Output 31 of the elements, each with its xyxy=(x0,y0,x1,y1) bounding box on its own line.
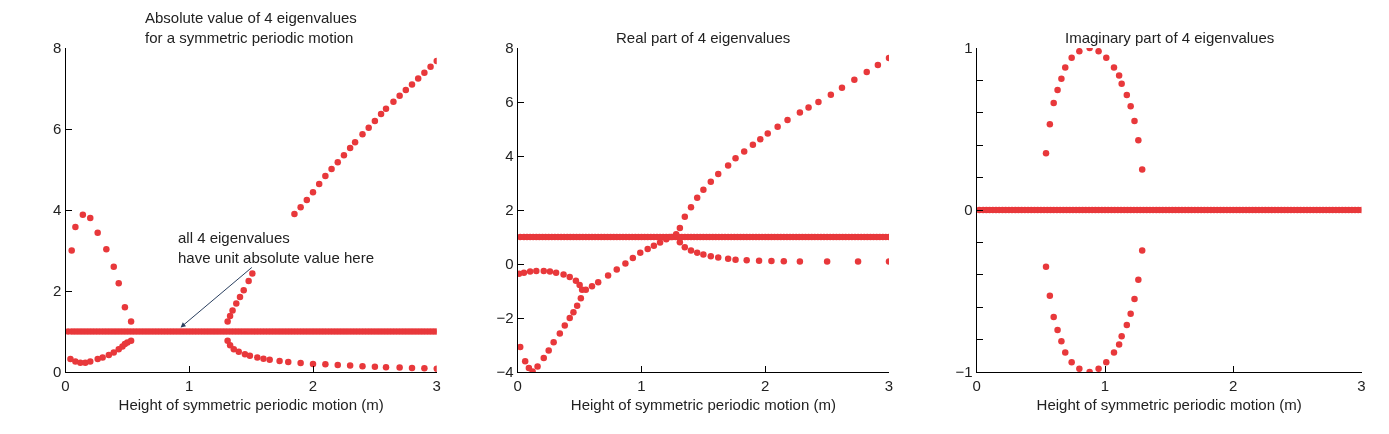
y-tick-label: 1 xyxy=(964,39,973,57)
y-tick-label: 2 xyxy=(53,282,62,300)
x-tick-label: 1 xyxy=(185,377,194,395)
y-tick-label: −4 xyxy=(496,363,514,381)
y-tick-label: 4 xyxy=(505,147,514,165)
y-tick-label: 0 xyxy=(53,363,62,381)
x-tick-label: 3 xyxy=(432,377,441,395)
y-tick-label: 0 xyxy=(964,201,973,219)
chart-title: Imaginary part of 4 eigenvalues xyxy=(1065,29,1275,46)
x-tick-label: 1 xyxy=(637,377,646,395)
y-tick-label: 6 xyxy=(53,120,62,138)
y-tick-label: 8 xyxy=(53,39,62,57)
y-tick-label: 0 xyxy=(505,255,514,273)
x-tick-label: 2 xyxy=(308,377,318,395)
y-tick-label: 2 xyxy=(505,201,514,219)
y-tick-label: −1 xyxy=(955,363,973,381)
x-axis-title: Height of symmetric periodic motion (m) xyxy=(570,396,836,414)
x-tick-label: 2 xyxy=(1229,377,1238,395)
y-tick-label: 4 xyxy=(53,201,62,219)
chart-title: Real part of 4 eigenvalues xyxy=(616,29,791,46)
annotation: all 4 eigenvalues have unit absolute value here xyxy=(178,229,374,266)
y-tick-label: 8 xyxy=(505,39,514,57)
chart-title: Absolute value of 4 eigenvalues for a symmetric periodic motion xyxy=(145,9,357,46)
x-tick-label: 2 xyxy=(761,377,770,395)
x-axis-title: Height of symmetric periodic motion (m) xyxy=(1036,396,1302,414)
x-axis-title: Height of symmetric periodic motion (m) xyxy=(118,396,384,414)
y-tick-label: −2 xyxy=(496,309,514,327)
y-tick-label: 6 xyxy=(505,93,514,111)
x-tick-label: 3 xyxy=(884,377,894,395)
x-tick-label: 3 xyxy=(1357,377,1366,395)
x-tick-label: 1 xyxy=(1100,377,1110,395)
